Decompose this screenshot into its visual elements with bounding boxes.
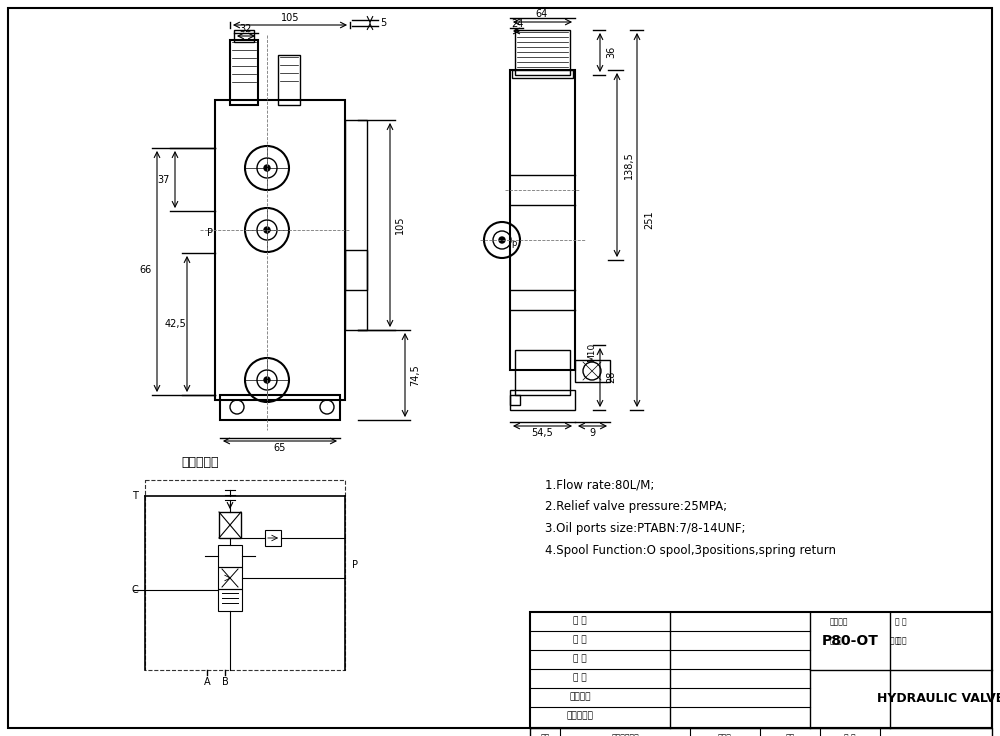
Text: 74,5: 74,5 [410,364,420,386]
Text: 审 批: 审 批 [844,734,856,736]
Bar [145,480,345,670]
Bar [265,530,281,546]
Text: 4.Spool Function:O spool,3positions,spring return: 4.Spool Function:O spool,3positions,spri… [545,544,836,557]
Text: 42,5: 42,5 [164,319,186,329]
Text: 28: 28 [606,371,616,383]
Bar [230,40,258,105]
Bar [218,567,242,589]
Bar [510,395,520,405]
Circle shape [264,227,270,233]
Text: 9: 9 [589,428,595,438]
Text: 更改人: 更改人 [718,734,732,736]
Bar [530,728,992,736]
Text: p: p [511,239,517,249]
Text: P: P [352,560,358,570]
Text: P: P [207,228,213,238]
Text: 24: 24 [511,19,523,29]
Bar [234,30,254,42]
Text: 比 例: 比 例 [895,617,907,626]
Text: P80-OT: P80-OT [822,634,878,648]
Bar [218,545,242,567]
Text: 138,5: 138,5 [624,151,634,179]
Bar [510,70,575,370]
Text: 32: 32 [240,24,252,34]
Bar [219,512,241,538]
Bar [515,350,570,395]
Text: 36: 36 [606,46,616,58]
Text: 3.Oil ports size:PTABN:7/8-14UNF;: 3.Oil ports size:PTABN:7/8-14UNF; [545,522,746,535]
Text: 105: 105 [395,216,405,234]
Text: 图案标记: 图案标记 [830,617,848,626]
Bar [215,100,345,400]
Bar [530,612,992,728]
Text: 工艺检查: 工艺检查 [569,693,591,701]
Text: M10: M10 [588,342,596,361]
Text: 制 图: 制 图 [573,635,587,645]
Bar [345,250,367,290]
Bar [575,360,610,382]
Bar [510,390,575,410]
Text: T: T [132,491,138,501]
Text: 第 页: 第 页 [895,636,907,645]
Circle shape [499,237,505,243]
Text: 校 对: 校 对 [573,673,587,682]
Text: 54,5: 54,5 [531,428,553,438]
Bar [512,70,573,78]
Text: 65: 65 [274,443,286,453]
Bar [220,395,340,420]
Text: 液压原理图: 液压原理图 [181,456,219,469]
Text: 5: 5 [380,18,386,28]
Text: A: A [204,677,210,687]
Text: 64: 64 [536,9,548,19]
Bar [218,589,242,611]
Text: 251: 251 [644,210,654,230]
Text: 描 图: 描 图 [573,654,587,663]
Text: 重 量: 重 量 [830,636,842,645]
Text: B: B [222,677,228,687]
Circle shape [264,377,270,383]
Text: 更改内容设备: 更改内容设备 [611,734,639,736]
Text: 共 页: 共 页 [890,636,902,645]
Text: 1.Flow rate:80L/M;: 1.Flow rate:80L/M; [545,478,654,491]
Text: 标准化审查: 标准化审查 [567,712,593,721]
Text: HYDRAULIC VALVE: HYDRAULIC VALVE [877,693,1000,706]
Text: 37: 37 [157,175,169,185]
Text: 标记: 标记 [540,734,550,736]
Bar [345,120,367,330]
Bar [515,30,570,75]
Text: 105: 105 [281,13,299,23]
Text: 设 计: 设 计 [573,617,587,626]
Text: 日期: 日期 [785,734,795,736]
Text: C: C [132,585,138,595]
Text: 2.Relief valve pressure:25MPA;: 2.Relief valve pressure:25MPA; [545,500,727,513]
Bar [278,55,300,105]
Circle shape [264,165,270,171]
Text: 66: 66 [139,265,151,275]
